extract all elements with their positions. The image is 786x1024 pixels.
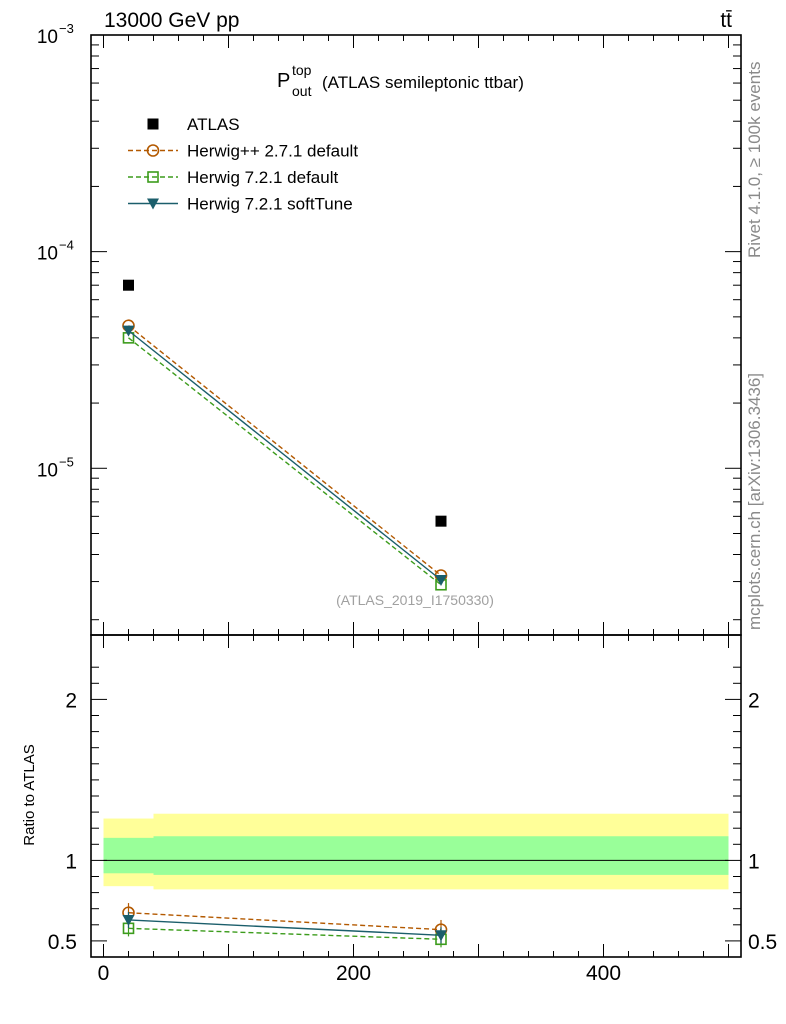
ratio-y-tick-label-right: 1 [748, 850, 760, 873]
main-series-0 [123, 279, 447, 527]
main-series-line-2 [128, 337, 442, 586]
ratio-y-tick-label: 2 [65, 689, 77, 712]
rivet-version-label: Rivet 4.1.0, ≥ 100k events [745, 61, 764, 258]
main-point-0-1 [435, 515, 447, 527]
ratio-uncertainty-bands [103, 813, 729, 890]
ratio-frame [90, 634, 742, 958]
ratio-series-2 [122, 911, 447, 944]
legend-label-0: ATLAS [187, 115, 240, 134]
main-series-line-1 [128, 325, 442, 577]
main-point-0-0 [123, 279, 134, 291]
legend-label-2: Herwig 7.2.1 default [187, 168, 338, 187]
legend-label-3: Herwig 7.2.1 softTune [187, 195, 353, 214]
y-tick-label-exp: −4 [59, 238, 74, 253]
legend-entry-3: Herwig 7.2.1 softTune [128, 195, 353, 214]
ratio-y-tick-label-right: 0.5 [748, 931, 777, 954]
observable-sup: top [292, 62, 312, 78]
ratio-series-line-0 [128, 912, 442, 931]
ratio-series-line-1 [128, 927, 442, 940]
ratio-y-tick-label-right: 2 [748, 689, 760, 712]
band-inner-1 [153, 836, 729, 875]
main-series-line-3 [128, 330, 442, 581]
ratio-plot [122, 903, 448, 948]
x-tick-label: 400 [586, 962, 621, 985]
legend-entry-1: Herwig++ 2.7.1 default [128, 142, 358, 161]
main-point-3-0 [122, 325, 135, 337]
ratio-y-tick-label: 0.5 [48, 931, 77, 954]
x-tick-label: 0 [98, 962, 110, 985]
ratio-point-2-1 [435, 930, 447, 942]
y-tick-label-base: 10 [37, 244, 58, 265]
main-series-3 [122, 325, 447, 587]
ratio-y-tick-label: 1 [65, 850, 77, 873]
ratio-point-2-0 [122, 914, 135, 926]
legend: ATLAS Herwig++ 2.7.1 default Herwig 7.2.1 … [128, 115, 358, 214]
main-series-1 [122, 319, 448, 582]
legend-marker-0 [147, 118, 159, 130]
legend-marker-2 [147, 171, 159, 183]
band-inner-0 [103, 837, 154, 874]
legend-marker-1 [146, 144, 160, 157]
header-right: tt̄ [720, 9, 732, 32]
main-point-3-1 [435, 575, 447, 587]
y-tick-label-base: 10 [37, 460, 58, 481]
legend-label-1: Herwig++ 2.7.1 default [187, 142, 358, 161]
ratio-ylabel: Ratio to ATLAS [21, 744, 38, 845]
y-tick-label-exp: −3 [59, 21, 74, 36]
observable-sub: out [292, 83, 312, 99]
plot-title: P top out (ATLAS semileptonic ttbar) [277, 62, 524, 99]
main-series-2 [122, 332, 447, 591]
header-left: 13000 GeV pp [104, 9, 239, 32]
main-plot [122, 279, 448, 591]
y-tick-label-exp: −5 [59, 454, 74, 469]
ratio-series-line-2 [128, 919, 442, 936]
y-tick-label-base: 10 [37, 27, 58, 48]
legend-marker-3 [147, 198, 159, 210]
legend-entry-2: Herwig 7.2.1 default [128, 168, 338, 187]
observable-base: P [277, 70, 290, 92]
x-tick-label: 200 [336, 962, 371, 985]
analysis-watermark: (ATLAS_2019_I1750330) [336, 592, 494, 608]
mcplots-credit-label: mcplots.cern.ch [arXiv:1306.3436] [745, 372, 764, 630]
plot-title-text: (ATLAS semileptonic ttbar) [322, 73, 524, 92]
legend-entry-0: ATLAS [147, 115, 240, 134]
